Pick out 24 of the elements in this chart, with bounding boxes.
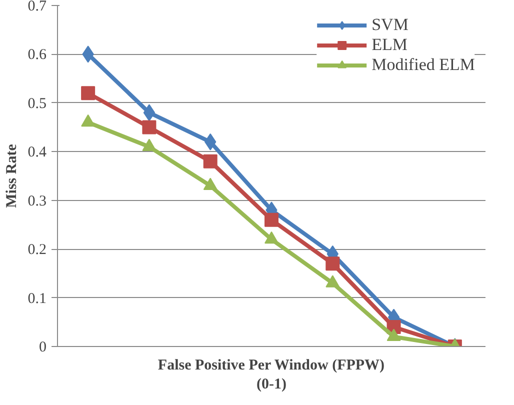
y-tick-label: 0.2 (28, 242, 46, 258)
point (81, 86, 96, 100)
y-tick-label: 0.4 (28, 144, 47, 161)
y-tick-label: 0.1 (28, 290, 46, 307)
point (142, 138, 156, 152)
point (326, 256, 340, 271)
point (264, 231, 278, 244)
point (142, 120, 156, 134)
point (203, 154, 218, 168)
point (203, 178, 218, 190)
legend-label: ELM (372, 35, 408, 55)
y-tick-label: 0.6 (28, 47, 47, 64)
point (143, 104, 156, 122)
x-axis-title: False Positive Per Window (FPPW) (0-1) (158, 358, 385, 393)
point (326, 275, 340, 288)
y-tick-label: 0.7 (28, 0, 47, 14)
y-tick-label: 0 (39, 340, 46, 356)
point (264, 212, 278, 227)
legend-label: Modified ELM (372, 55, 475, 75)
y-tick-label: 0.3 (28, 193, 46, 210)
point (386, 328, 401, 342)
legend-label: SVM (372, 15, 408, 35)
y-tick-label: 0.5 (28, 96, 46, 112)
y-axis-title: Miss Rate (4, 144, 20, 208)
